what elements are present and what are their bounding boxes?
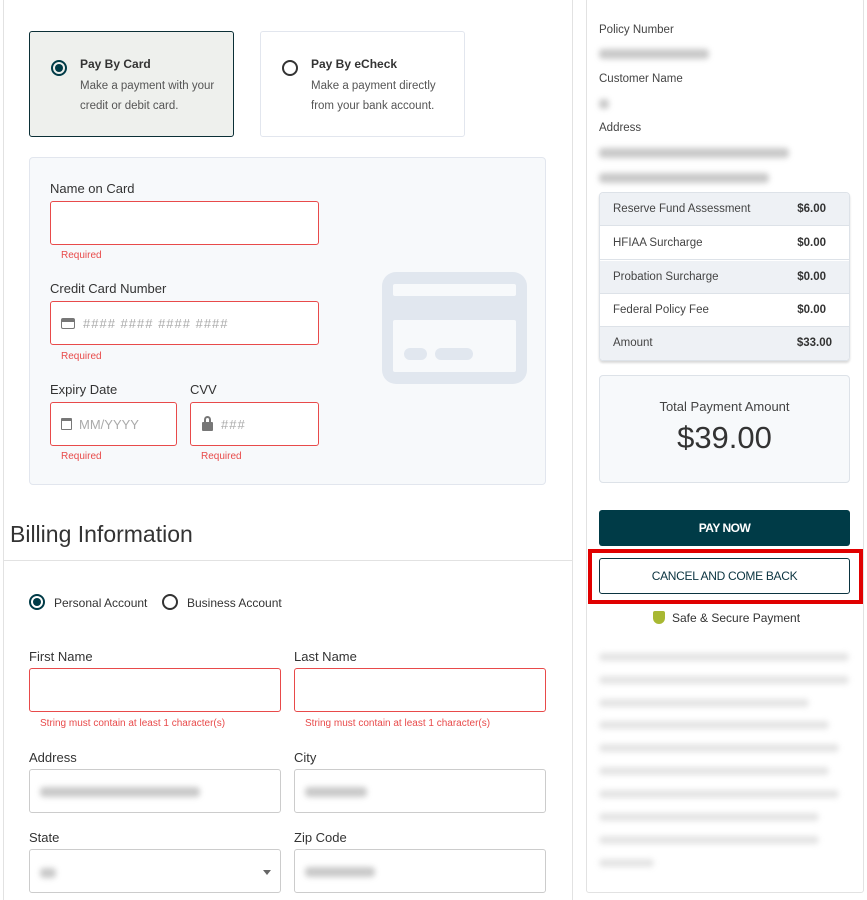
cancel-highlight [588, 549, 863, 604]
city-input[interactable] [294, 769, 546, 813]
card-form-container: Name on Card Required Credit Card Number… [29, 157, 546, 485]
secure-text: Safe & Secure Payment [672, 611, 801, 625]
cvv-placeholder: ### [221, 417, 246, 432]
address-input[interactable] [29, 769, 281, 813]
pay-by-card-option[interactable]: Pay By Card Make a payment with your cre… [29, 31, 234, 137]
total-box: Total Payment Amount $39.00 [599, 375, 850, 483]
shield-icon [653, 611, 665, 624]
expiry-placeholder: MM/YYYY [79, 417, 139, 432]
address-label: Address [599, 122, 642, 134]
policy-number-label: Policy Number [599, 24, 674, 36]
fee-row: Reserve Fund Assessment $6.00 [600, 193, 849, 226]
expiry-error: Required [61, 451, 102, 462]
secure-payment-note: Safe & Secure Payment [653, 611, 800, 625]
radio-unselected-icon[interactable] [282, 60, 298, 76]
fees-table: Reserve Fund Assessment $6.00 HFIAA Surch… [599, 192, 850, 361]
zip-label: Zip Code [294, 830, 347, 845]
business-account-label: Business Account [187, 596, 282, 610]
last-name-error: String must contain at least 1 character… [305, 718, 491, 729]
radio-selected-icon[interactable] [51, 60, 67, 76]
personal-account-label: Personal Account [54, 596, 148, 610]
cvv-label: CVV [190, 382, 217, 397]
zip-input[interactable] [294, 849, 546, 893]
dropdown-arrow-icon [263, 870, 271, 875]
last-name-label: Last Name [294, 649, 357, 664]
credit-card-icon [61, 318, 75, 329]
first-name-label: First Name [29, 649, 93, 664]
billing-title: Billing Information [10, 521, 193, 547]
option-desc: Make a payment directly from your bank a… [311, 80, 436, 112]
state-select[interactable] [29, 849, 281, 893]
customer-name-label: Customer Name [599, 73, 683, 85]
card-number-placeholder: #### #### #### #### [83, 316, 229, 331]
expiry-label: Expiry Date [50, 382, 118, 397]
fee-row: Amount $33.00 [600, 327, 849, 360]
last-name-input[interactable] [294, 668, 546, 712]
radio-selected-icon[interactable] [29, 594, 45, 610]
name-error: Required [61, 250, 102, 261]
fee-row: HFIAA Surcharge $0.00 [600, 227, 849, 260]
credit-card-illustration-icon [382, 272, 527, 384]
divider [3, 560, 572, 561]
state-label: State [29, 830, 60, 845]
fee-row: Federal Policy Fee $0.00 [600, 294, 849, 327]
cvv-input[interactable]: ### [190, 402, 319, 446]
expiry-input[interactable]: MM/YYYY [50, 402, 177, 446]
card-number-error: Required [61, 351, 102, 362]
cvv-error: Required [201, 451, 242, 462]
total-value: $39.00 [677, 420, 772, 455]
pay-now-button[interactable]: PAY NOW [599, 510, 850, 546]
address-label: Address [29, 750, 77, 765]
lock-shackle [204, 416, 211, 424]
pay-by-echeck-option[interactable]: Pay By eCheck Make a payment directly fr… [260, 31, 465, 137]
calendar-icon [61, 418, 72, 430]
summary-panel: Policy Number Customer Name Address Rese… [586, 0, 864, 893]
radio-unselected-icon[interactable] [162, 594, 178, 610]
option-title: Pay By eCheck [311, 57, 398, 71]
city-label: City [294, 750, 317, 765]
fee-row: Probation Surcharge $0.00 [600, 261, 849, 294]
name-on-card-label: Name on Card [50, 181, 135, 196]
cancel-and-come-back-button[interactable]: CANCEL AND COME BACK [599, 558, 850, 594]
card-number-label: Credit Card Number [50, 281, 167, 296]
name-on-card-input[interactable] [50, 201, 319, 245]
payment-form-panel [3, 0, 573, 900]
first-name-error: String must contain at least 1 character… [40, 718, 226, 729]
lock-icon [202, 422, 213, 431]
first-name-input[interactable] [29, 668, 281, 712]
card-number-input[interactable]: #### #### #### #### [50, 301, 319, 345]
option-desc: Make a payment with your credit or debit… [80, 80, 215, 112]
total-label: Total Payment Amount [659, 399, 790, 414]
option-title: Pay By Card [80, 57, 151, 71]
